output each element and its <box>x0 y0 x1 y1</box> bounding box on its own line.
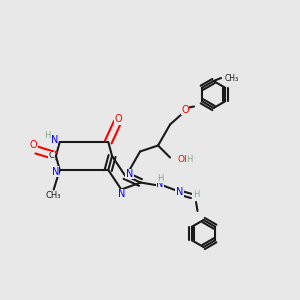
Text: H: H <box>157 173 163 182</box>
Text: N: N <box>126 169 133 179</box>
Text: O: O <box>30 140 37 151</box>
Text: N: N <box>156 179 164 189</box>
Text: N: N <box>118 189 125 199</box>
Text: N: N <box>52 167 59 176</box>
Text: O: O <box>181 104 189 115</box>
Text: H: H <box>44 131 51 140</box>
Text: OH: OH <box>178 154 191 164</box>
Text: H: H <box>193 190 199 199</box>
Text: N: N <box>51 136 58 146</box>
Text: O: O <box>115 115 123 124</box>
Text: C: C <box>49 152 54 160</box>
Text: H: H <box>187 154 193 164</box>
Text: CH₃: CH₃ <box>225 74 239 82</box>
Text: CH₃: CH₃ <box>46 191 62 200</box>
Text: N: N <box>176 187 183 196</box>
